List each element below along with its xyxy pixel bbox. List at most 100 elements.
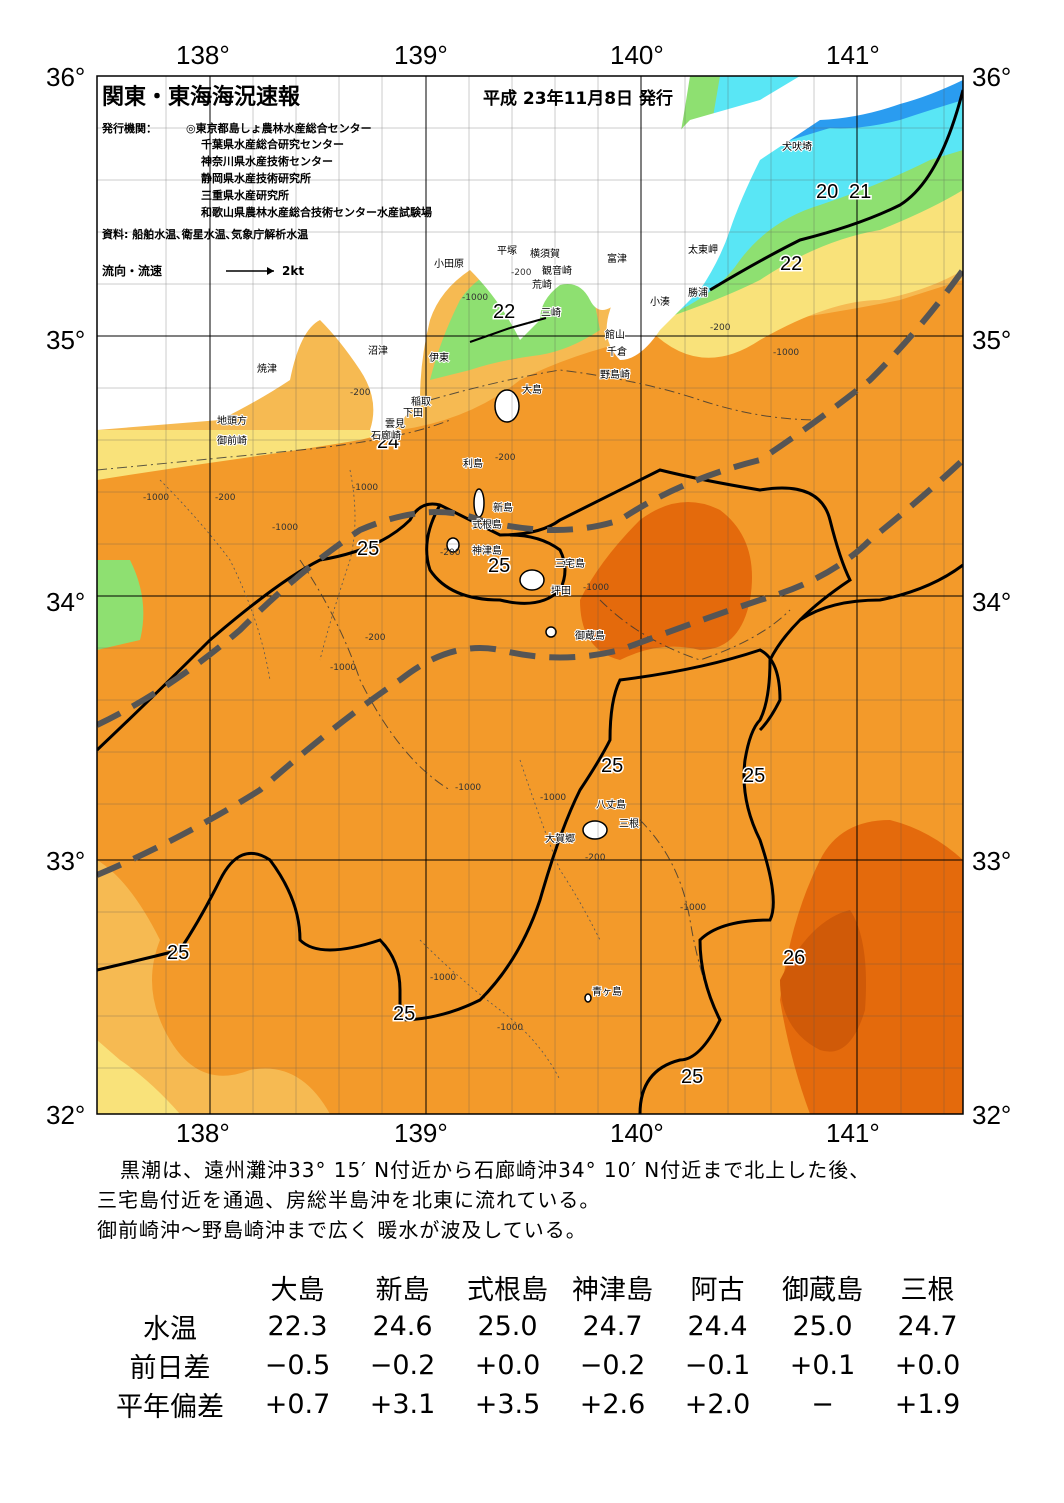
place-name: 御蔵島	[575, 629, 605, 642]
place-name: 神津島	[472, 544, 502, 557]
table-cell: −0.2	[369, 1350, 436, 1381]
place-name: 八丈島	[596, 798, 626, 811]
light-orange-zone-southwest	[97, 760, 330, 1114]
place-name: 観音崎	[542, 264, 572, 277]
place-name: 小湊	[650, 295, 670, 308]
kuroshio-axis-north	[97, 268, 963, 728]
issuer: 千葉県水産総合研究センター	[201, 137, 344, 151]
place-name: 大島	[522, 383, 542, 396]
lat-label-left-32: 32°	[46, 1100, 86, 1130]
current-legend-scale: 2kt	[282, 264, 304, 278]
island-aogashima	[584, 993, 592, 1003]
data-sources: 資料: 船舶水温､衛星水温､気象庁解析水温	[102, 227, 308, 241]
place-name: 三根	[619, 817, 639, 830]
place-name: 犬吠埼	[782, 140, 812, 153]
station-header: 神津島	[572, 1275, 653, 1306]
lat-label-right-35: 35°	[972, 325, 1012, 355]
issuer-label: 発行機関：	[101, 121, 157, 135]
issuer: 和歌山県農林水産総合技術センター水産試験場	[201, 205, 432, 219]
depth-label: -200	[710, 323, 731, 333]
table-cell: 25.0	[477, 1311, 538, 1342]
depth-label: -1000	[540, 793, 566, 803]
table-cell: +0.7	[264, 1389, 331, 1420]
lon-label-top-140: 140°	[610, 40, 664, 70]
station-header: 新島	[375, 1275, 430, 1306]
table-cell: +0.0	[474, 1350, 541, 1381]
island-oshima	[494, 389, 520, 423]
land-izu-kanagawa	[97, 76, 690, 440]
depth-label: -200	[511, 268, 532, 278]
table-cell: 22.3	[267, 1311, 328, 1342]
lat-label-left-35: 35°	[46, 325, 86, 355]
table-cell: +3.5	[474, 1389, 541, 1420]
lon-label-bottom-141: 141°	[826, 1118, 880, 1148]
station-header: 大島	[270, 1275, 325, 1306]
summary-line-2: 三宅島付近を通過、房総半島沖を北東に流れている。	[97, 1188, 601, 1212]
table-cell: +0.1	[789, 1350, 856, 1381]
depth-label: -200	[440, 548, 461, 558]
isotherm-label: 25	[167, 942, 189, 964]
depth-label: -1000	[773, 348, 799, 358]
isotherm-label: 22	[493, 301, 515, 323]
table-row: 水温 22.3 24.6 25.0 24.7 24.4 25.0 24.7	[95, 1307, 980, 1346]
isotherm-label: 25	[357, 538, 379, 560]
place-name: 小田原	[434, 258, 464, 270]
depth-label: -200	[350, 388, 371, 398]
issuer: 静岡県水産技術研究所	[201, 171, 311, 185]
place-name: 式根島	[472, 518, 502, 531]
place-name: 野島崎	[600, 368, 630, 381]
place-name: 沼津	[368, 344, 388, 357]
table-cell: +1.9	[894, 1389, 961, 1420]
lat-label-left-36: 36°	[46, 62, 86, 92]
lon-label-top-139: 139°	[394, 40, 448, 70]
row-label: 前日差	[129, 1353, 211, 1384]
kuroshio-axis-south	[97, 457, 963, 878]
place-name: 富津	[607, 252, 627, 265]
station-header: 阿古	[690, 1275, 745, 1306]
place-name: 平塚	[497, 245, 517, 257]
table-cell: +2.6	[579, 1389, 646, 1420]
table-row: 平年偏差 +0.7 +3.1 +3.5 +2.6 +2.0 − +1.9	[95, 1385, 980, 1424]
lon-label-bottom-138: 138°	[176, 1118, 230, 1148]
depth-label: -200	[215, 493, 236, 503]
island-kozushima	[446, 537, 460, 553]
isotherm-label: 24	[377, 431, 399, 453]
yellow-zone-north	[97, 430, 400, 480]
table-cell: 24.4	[687, 1311, 748, 1342]
summary-line-1: 黒潮は、遠州灘沖33° 15′ N付近から石廊崎沖34° 10′ N付近まで北上…	[120, 1158, 871, 1182]
map-frame	[96, 75, 964, 1115]
observation-table: 大島 新島 式根島 神津島 阿古 御蔵島 三根 水温 22.3 24.6 25.…	[95, 1268, 980, 1424]
depth-label: -1000	[455, 783, 481, 793]
island-miyakejima	[519, 569, 545, 591]
table-cell: +2.0	[684, 1389, 751, 1420]
place-name: 坪田	[551, 584, 571, 597]
lat-label-right-33: 33°	[972, 846, 1012, 876]
row-label: 平年偏差	[116, 1392, 224, 1423]
place-name: 横須賀	[530, 247, 560, 260]
depth-label: -200	[495, 453, 516, 463]
isotherm-label: 21	[849, 181, 871, 203]
island-niijima	[473, 488, 485, 518]
isotherm-label: 22	[780, 253, 802, 275]
lat-label-left-34: 34°	[46, 587, 86, 617]
lon-label-top-141: 141°	[826, 40, 880, 70]
lon-label-bottom-139: 139°	[394, 1118, 448, 1148]
row-label: 水温	[143, 1314, 197, 1345]
place-name: 伊東	[429, 351, 449, 364]
summary-line-3: 御前崎沖～野島崎沖まで広く 暖水が波及している。	[97, 1218, 587, 1242]
place-name: 三崎	[541, 306, 561, 319]
table-cell: +0.0	[894, 1350, 961, 1381]
issuer: 神奈川県水産技術センター	[201, 154, 333, 168]
lat-label-right-34: 34°	[972, 587, 1012, 617]
isotherm-label: 25	[601, 755, 623, 777]
place-name: 青ヶ島	[592, 985, 622, 998]
place-name: 千倉	[607, 345, 627, 358]
station-header: 式根島	[467, 1275, 548, 1306]
isotherm-label: 20	[816, 181, 838, 203]
lat-label-right-36: 36°	[972, 62, 1012, 92]
map-title: 関東・東海海況速報	[102, 84, 301, 110]
depth-label: -1000	[352, 483, 378, 493]
place-name: 雲見	[385, 418, 405, 430]
place-name: 館山	[605, 328, 625, 341]
table-cell: −	[811, 1389, 834, 1420]
